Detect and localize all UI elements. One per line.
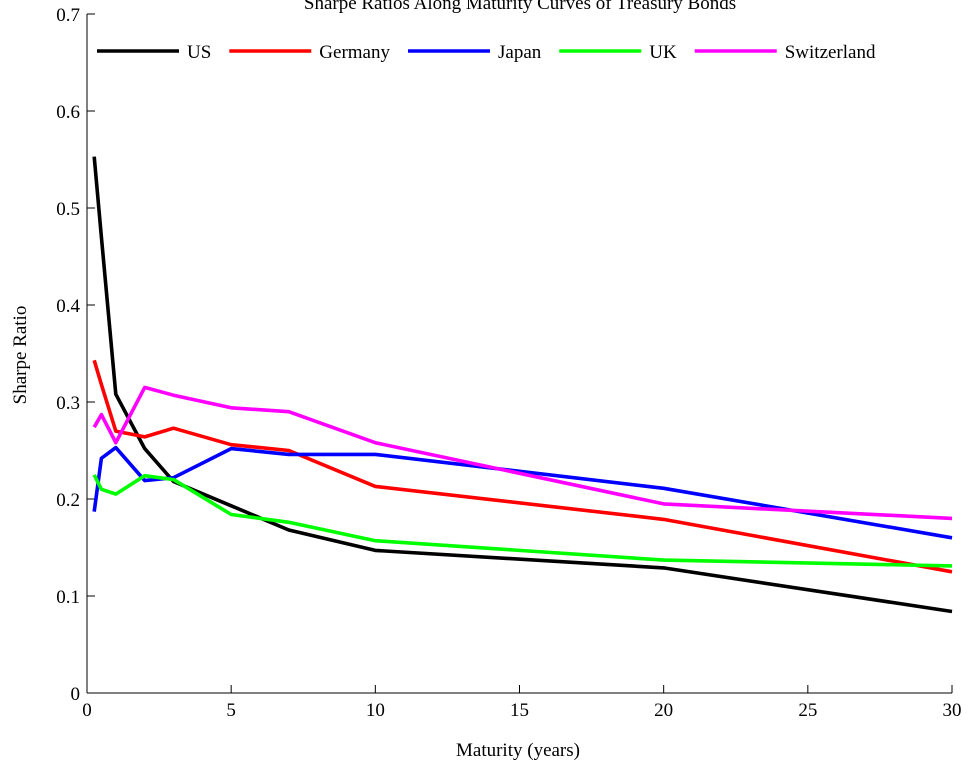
series-line-uk (92, 473, 953, 568)
tick-marks: 0 5 10 15 20 25 30 0 0.1 0.2 0.3 0.4 0.5 0.6 0.7 (56, 5, 961, 721)
series-line-japan (92, 445, 953, 540)
series-line-us (92, 156, 953, 614)
chart-title: Sharpe Ratios Along Maturity Curves of T… (304, 0, 736, 14)
x-tick-label: 15 (510, 700, 529, 721)
y-tick-label: 0.7 (56, 5, 80, 26)
legend: US Germany Japan UK Switzerland (97, 42, 876, 63)
legend-item: Germany (229, 42, 390, 63)
y-tick-label: 0.2 (56, 490, 80, 511)
x-tick-label: 0 (82, 700, 92, 721)
legend-label: US (187, 42, 211, 63)
legend-label: Germany (319, 42, 390, 63)
y-tick-label: 0 (71, 684, 81, 705)
legend-item: Switzerland (694, 42, 876, 63)
x-tick-label: 25 (798, 700, 817, 721)
x-axis-label: Maturity (years) (456, 740, 580, 761)
x-tick-label: 20 (654, 700, 673, 721)
legend-label: Switzerland (785, 42, 876, 63)
legend-item: Japan (408, 42, 542, 63)
y-tick-label: 0.5 (56, 199, 80, 220)
x-tick-label: 10 (366, 700, 385, 721)
x-tick-label: 5 (226, 700, 236, 721)
series-line-germany (92, 359, 953, 574)
series-lines (92, 156, 953, 614)
y-tick-label: 0.1 (56, 587, 80, 608)
y-tick-label: 0.3 (56, 393, 80, 414)
legend-label: Japan (498, 42, 542, 63)
x-tick-label: 30 (943, 700, 962, 721)
legend-label: UK (649, 42, 677, 63)
legend-item: US (97, 42, 211, 63)
y-tick-label: 0.6 (56, 102, 80, 123)
series-line-switzerland (92, 385, 953, 521)
y-axis-label: Sharpe Ratio (10, 306, 31, 405)
y-tick-label: 0.4 (56, 296, 80, 317)
legend-item: UK (559, 42, 677, 63)
